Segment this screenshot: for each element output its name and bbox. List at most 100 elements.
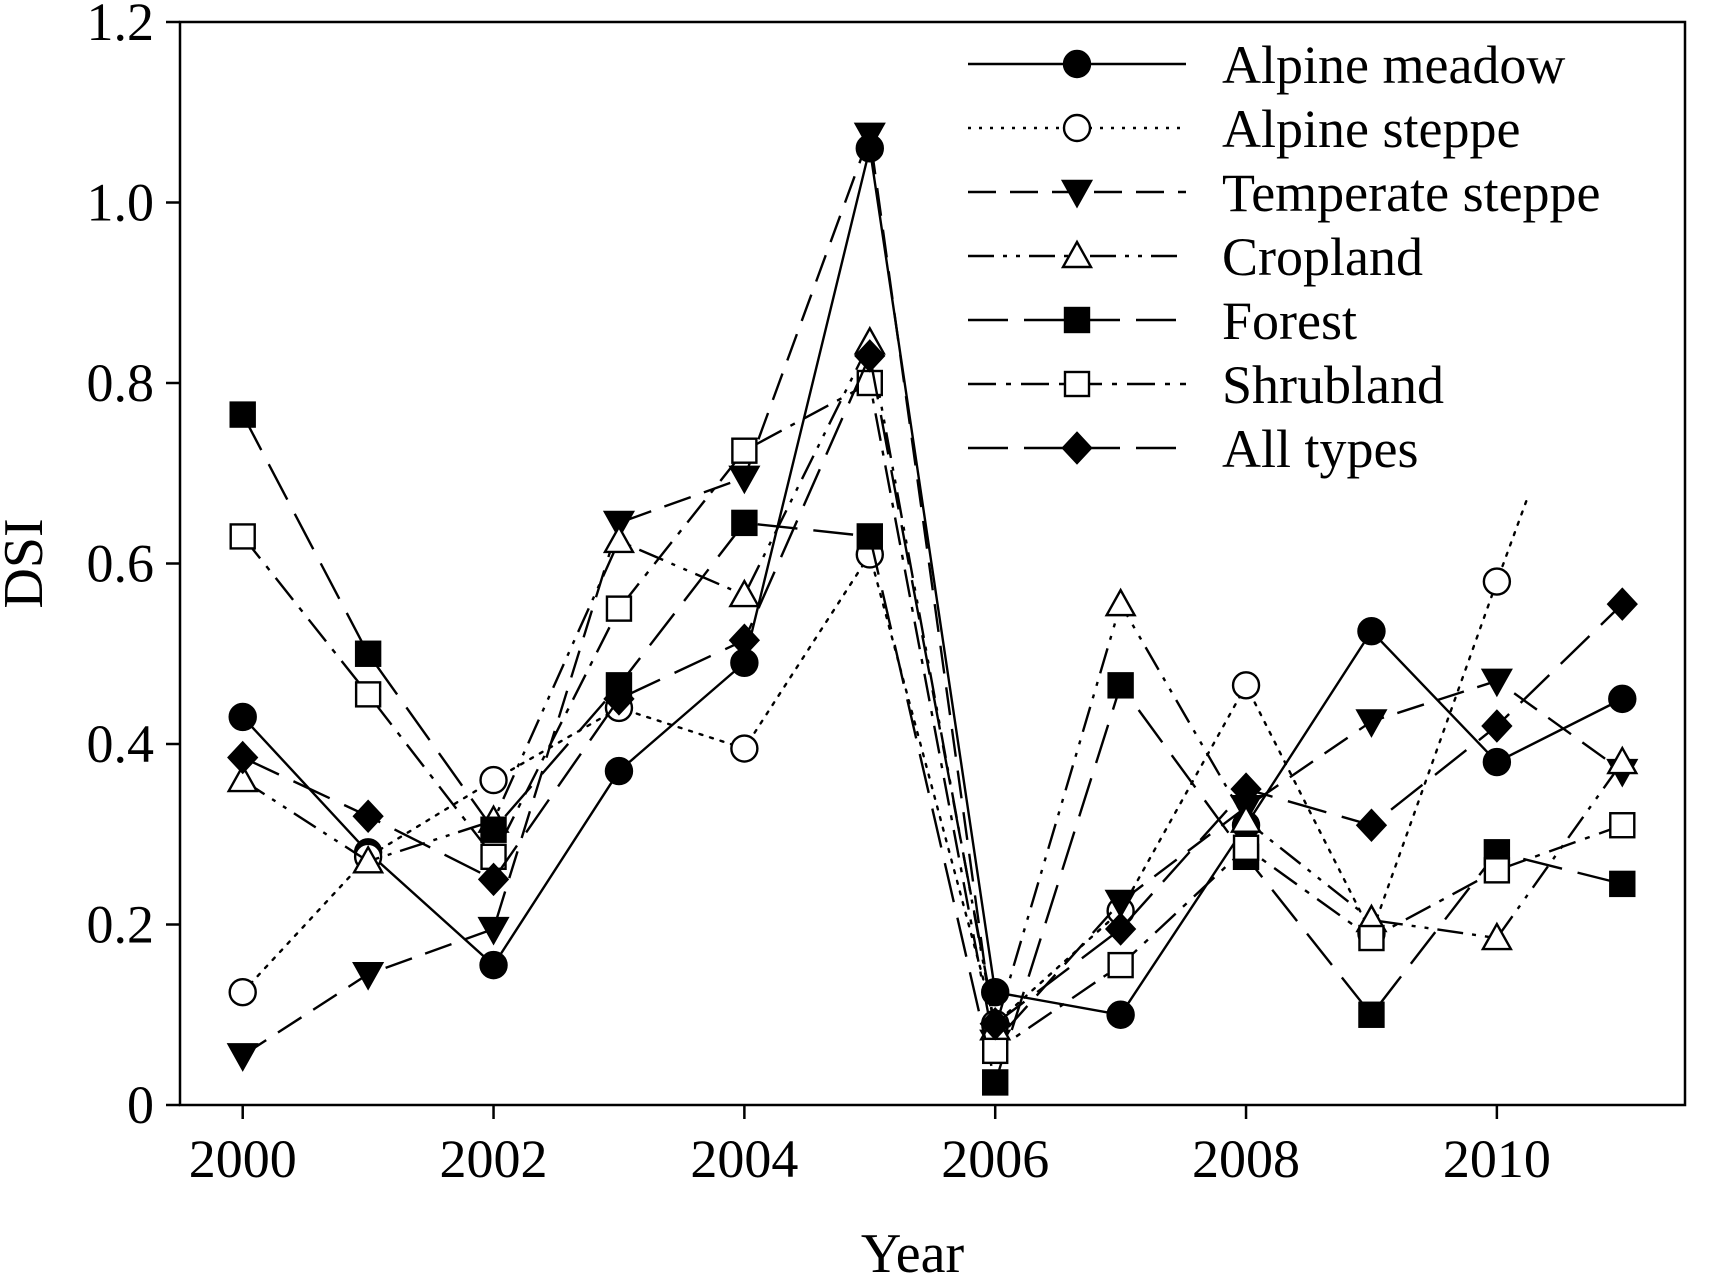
data-point-all-types: [979, 1007, 1011, 1041]
legend-item-temperate-steppe: Temperate steppe: [968, 163, 1601, 223]
data-point-all-types: [227, 740, 259, 775]
data-point-shrubland: [229, 523, 256, 550]
series-layer: [226, 122, 1639, 1096]
data-point-temperate-steppe: [226, 1043, 259, 1072]
y-tick-label: 1.0: [87, 173, 155, 233]
legend-marker: [1062, 113, 1092, 143]
y-tick-label: 0: [127, 1075, 154, 1135]
data-point-temperate-steppe: [352, 961, 385, 991]
data-point-alpine-steppe: [730, 734, 759, 763]
legend-marker: [1060, 179, 1094, 209]
axes: 2000 2002 2004 2006 2008 2010 0 0.2 0.4 0.6 0.8 1.0…: [87, 0, 1687, 1189]
data-point-shrubland: [354, 681, 382, 708]
data-point-alpine-meadow: [479, 950, 508, 980]
data-point-forest: [982, 1069, 1009, 1096]
data-point-all-types: [1355, 808, 1388, 842]
data-point-cropland: [352, 844, 385, 874]
legend-label: Forest: [1222, 291, 1357, 351]
series-line-alpine-steppe: [241, 237, 1624, 1026]
y-tick-label: 0.8: [87, 353, 155, 413]
data-point-cropland: [226, 763, 259, 793]
data-point-shrubland: [1609, 812, 1636, 839]
data-point-all-types: [352, 799, 384, 833]
x-tick-label: 2010: [1443, 1129, 1551, 1189]
series-line-temperate-steppe: [242, 134, 1623, 1057]
series-line-all-types: [242, 351, 1624, 1026]
series-line-shrubland: [241, 381, 1623, 1053]
series-line-forest: [241, 414, 1623, 1088]
data-point-temperate-steppe: [1480, 668, 1513, 698]
legend-item-all-types: All types: [968, 419, 1419, 479]
data-point-all-types: [728, 623, 761, 657]
data-point-cropland: [1480, 921, 1513, 951]
legend-marker: [1062, 49, 1092, 79]
x-tick-label: 2004: [690, 1129, 798, 1189]
data-point-shrubland: [1232, 834, 1260, 861]
y-tick-label: 0.4: [87, 714, 155, 774]
legend-item-forest: Forest: [968, 291, 1357, 351]
series-all-types: [227, 339, 1638, 1041]
data-point-all-types: [1230, 772, 1262, 806]
data-point-all-types: [1606, 587, 1638, 621]
data-point-all-types: [854, 339, 886, 373]
data-point-cropland: [1229, 804, 1263, 833]
legend-item-shrubland: Shrubland: [968, 355, 1444, 415]
data-point-alpine-meadow: [228, 702, 257, 732]
legend-marker: [1063, 370, 1091, 398]
legend-item-alpine-meadow: Alpine meadow: [968, 35, 1565, 95]
x-tick-label: 2000: [189, 1129, 297, 1189]
data-point-temperate-steppe: [477, 916, 510, 946]
data-point-alpine-meadow: [1608, 684, 1637, 714]
data-point-forest: [1609, 870, 1636, 898]
data-point-all-types: [477, 862, 510, 897]
data-point-temperate-steppe: [602, 510, 636, 540]
data-point-cropland: [602, 524, 636, 554]
data-point-alpine-meadow: [1357, 616, 1386, 646]
legend-label: Shrubland: [1222, 355, 1444, 415]
data-point-alpine-steppe: [1482, 567, 1512, 596]
data-point-forest: [731, 509, 758, 537]
data-point-cropland: [728, 578, 761, 608]
data-point-shrubland: [731, 437, 758, 464]
x-tick-label: 2008: [1192, 1129, 1300, 1189]
data-point-forest: [229, 401, 256, 428]
data-point-cropland: [1606, 745, 1639, 775]
data-point-forest: [480, 816, 507, 843]
data-point-alpine-steppe: [479, 765, 508, 795]
series-line-cropland: [242, 338, 1624, 1029]
data-point-alpine-meadow: [1482, 747, 1512, 777]
data-point-all-types: [603, 682, 635, 716]
data-point-shrubland: [982, 1037, 1009, 1065]
data-point-shrubland: [1107, 951, 1134, 979]
legend-label: Alpine steppe: [1222, 99, 1520, 159]
data-point-forest: [1107, 672, 1134, 699]
legend-label: Cropland: [1222, 227, 1423, 287]
series-shrubland: [229, 369, 1636, 1065]
data-point-alpine-steppe: [228, 977, 257, 1007]
data-point-shrubland: [1483, 857, 1511, 884]
data-point-forest: [856, 523, 883, 550]
data-point-shrubland: [1358, 924, 1385, 952]
series-line-alpine-meadow: [241, 148, 1623, 1017]
y-tick-label: 0.2: [87, 895, 155, 955]
legend-label: All types: [1222, 419, 1419, 479]
y-tick-label: 1.2: [87, 0, 155, 52]
data-point-temperate-steppe: [1104, 889, 1137, 919]
data-point-forest: [1358, 1001, 1385, 1028]
legend-marker: [1063, 306, 1091, 334]
legend-label: Temperate steppe: [1222, 163, 1601, 223]
data-point-shrubland: [605, 595, 633, 622]
data-point-temperate-steppe: [1355, 709, 1388, 738]
data-point-alpine-meadow: [1106, 1000, 1135, 1029]
legend-marker: [1061, 431, 1093, 465]
data-point-forest: [354, 640, 382, 667]
data-point-temperate-steppe: [853, 122, 886, 152]
legend-label: Alpine meadow: [1222, 35, 1565, 95]
series-forest: [229, 401, 1636, 1096]
data-point-all-types: [1481, 709, 1513, 743]
data-point-alpine-steppe: [1231, 671, 1261, 700]
data-point-all-types: [1104, 912, 1137, 946]
